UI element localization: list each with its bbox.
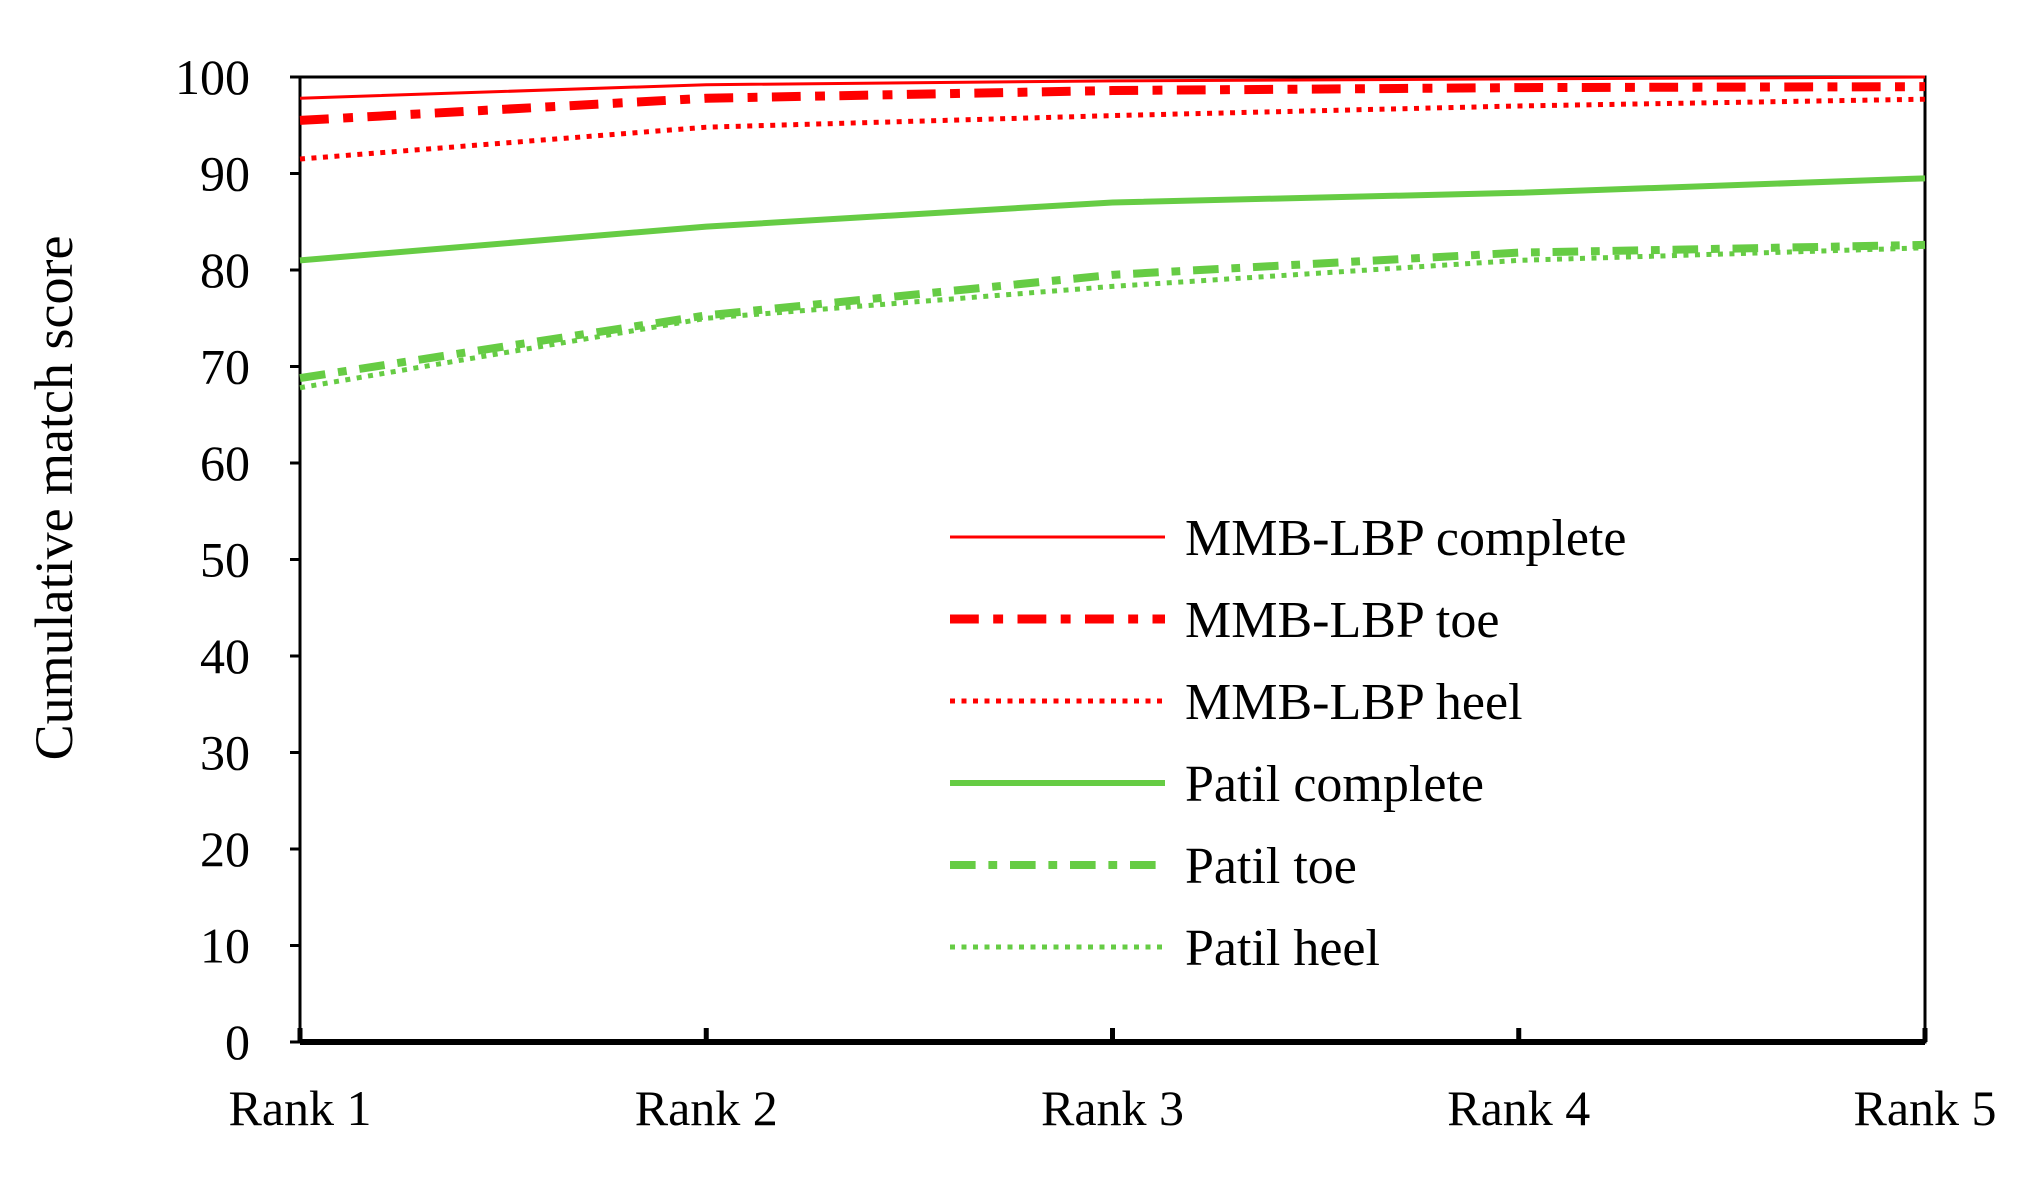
x-axis-ticks: Rank 1 Rank 2 Rank 3 Rank 4 Rank 5 <box>228 1028 1997 1136</box>
y-tick-label: 60 <box>200 435 250 491</box>
x-tick-label: Rank 2 <box>635 1080 778 1136</box>
legend-label-patil-toe: Patil toe <box>1185 838 1357 895</box>
plot-frame <box>298 75 1927 1044</box>
series-layer <box>299 75 1926 391</box>
y-tick-label: 70 <box>200 339 250 395</box>
y-tick-label: 30 <box>200 725 250 781</box>
series-line-mmb-lbp-toe <box>299 82 1926 125</box>
y-tick-label: 100 <box>175 49 250 105</box>
legend-label-mmb-lbp-complete: MMB-LBP complete <box>1185 510 1627 567</box>
x-tick-label: Rank 3 <box>1041 1080 1184 1136</box>
y-tick-label: 40 <box>200 628 250 684</box>
series-line-patil-toe <box>299 240 1926 383</box>
y-tick-label: 80 <box>200 242 250 298</box>
y-tick-label: 0 <box>225 1014 250 1070</box>
legend-label-patil-complete: Patil complete <box>1185 756 1484 813</box>
legend-label-mmb-lbp-heel: MMB-LBP heel <box>1185 674 1523 731</box>
legend-label-patil-heel: Patil heel <box>1185 920 1380 977</box>
y-tick-label: 10 <box>200 918 250 974</box>
y-tick-label: 50 <box>200 532 250 588</box>
legend-label-mmb-lbp-toe: MMB-LBP toe <box>1185 592 1499 649</box>
y-tick-label: 20 <box>200 821 250 877</box>
x-tick-label: Rank 4 <box>1447 1080 1590 1136</box>
y-axis-ticks: 0 10 20 30 40 50 60 70 80 90 100 <box>175 49 300 1070</box>
series-line-patil-heel <box>299 245 1926 391</box>
series-line-patil-complete <box>299 175 1926 264</box>
x-tick-label: Rank 5 <box>1853 1080 1996 1136</box>
x-tick-label: Rank 1 <box>228 1080 371 1136</box>
y-tick-label: 90 <box>200 146 250 202</box>
series-line-mmb-lbp-complete <box>299 75 1926 100</box>
y-axis-title: Cumulative match score <box>24 236 84 761</box>
legend: MMB-LBP complete MMB-LBP toe MMB-LBP heel P… <box>950 510 1627 977</box>
series-line-mmb-lbp-heel <box>299 96 1926 162</box>
